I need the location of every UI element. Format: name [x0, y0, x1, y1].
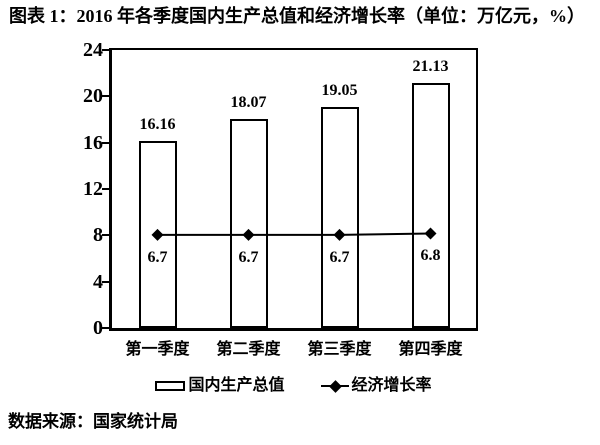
legend-item-growth: 经济增长率 — [320, 376, 432, 396]
gdp-bar-value-label: 19.05 — [321, 82, 358, 100]
growth-marker-diamond-icon — [151, 228, 164, 241]
y-axis-tick-label: 4 — [93, 270, 103, 293]
y-axis-tick — [102, 234, 109, 237]
y-axis-tick-label: 0 — [93, 317, 103, 339]
growth-marker-diamond-icon — [242, 228, 255, 241]
x-axis-category-label: 第四季度 — [398, 341, 463, 358]
legend: 国内生产总值 经济增长率 — [109, 375, 478, 397]
growth-marker-diamond-icon — [333, 228, 346, 241]
gdp-bar — [229, 118, 268, 328]
diamond-icon — [328, 379, 342, 393]
growth-line — [157, 232, 431, 236]
gdp-bar-value-label: 18.07 — [230, 93, 267, 111]
growth-value-label: 6.7 — [238, 248, 259, 266]
y-axis-tick-label: 20 — [83, 85, 103, 108]
plot-inner: 16.16 18.07 19.05 21.13 6.7 6.7 6.7 6.8 — [112, 50, 476, 328]
x-axis-category-label: 第一季度 — [125, 341, 190, 358]
growth-value-label: 6.7 — [147, 248, 168, 266]
line-diamond-swatch-icon — [320, 379, 349, 393]
source-note: 数据来源：国家统计局 — [8, 412, 178, 431]
y-axis-tick-label: 24 — [83, 39, 103, 61]
bar-swatch-icon — [155, 381, 186, 391]
legend-item-gdp: 国内生产总值 — [155, 376, 285, 396]
y-axis-tick — [102, 188, 109, 190]
growth-value-label: 6.7 — [329, 248, 350, 266]
y-axis-tick — [102, 327, 109, 329]
y-axis-tick-label: 8 — [93, 224, 103, 247]
legend-label-growth: 经济增长率 — [351, 377, 432, 394]
y-axis-tick-label: 16 — [83, 131, 103, 154]
growth-marker-diamond-icon — [424, 227, 437, 240]
chart-title: 图表 1：2016 年各季度国内生产总值和经济增长率（单位：万亿元，%） — [9, 6, 585, 26]
y-axis-tick — [102, 49, 109, 51]
y-axis-tick — [102, 280, 109, 283]
growth-value-label: 6.8 — [420, 247, 441, 265]
y-axis-tick-label: 12 — [83, 178, 103, 200]
y-axis-tick — [102, 95, 109, 98]
legend-label-gdp: 国内生产总值 — [188, 377, 285, 394]
x-axis-category-label: 第三季度 — [307, 341, 372, 358]
growth-line-layer — [151, 227, 437, 241]
gdp-bar — [320, 107, 359, 328]
gdp-bar — [411, 83, 450, 328]
x-axis-category-label: 第二季度 — [216, 341, 281, 358]
gdp-bar-value-label: 16.16 — [139, 115, 176, 133]
y-axis-tick — [102, 141, 109, 144]
gdp-bar-value-label: 21.13 — [412, 58, 449, 76]
